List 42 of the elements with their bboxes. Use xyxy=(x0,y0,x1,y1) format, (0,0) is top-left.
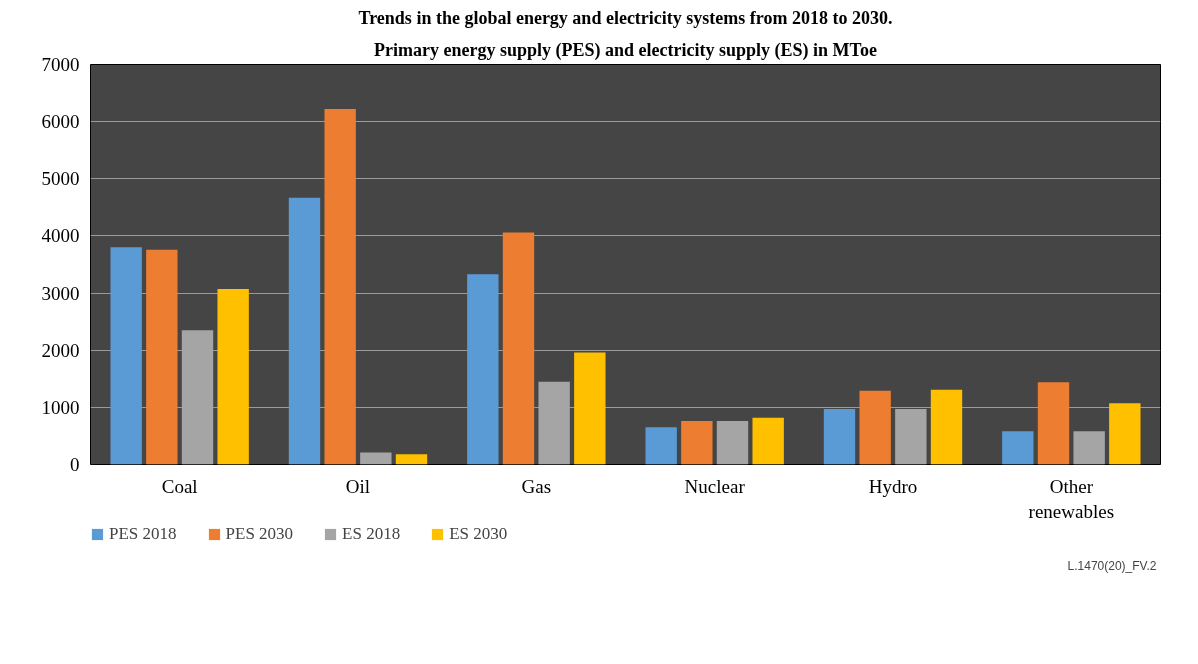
bar xyxy=(288,197,321,465)
bar xyxy=(930,389,963,465)
bar xyxy=(1037,382,1070,465)
bar xyxy=(467,274,499,465)
bar xyxy=(324,109,356,465)
bar xyxy=(146,249,178,465)
bar xyxy=(1109,403,1141,465)
x-tick-label: Gas xyxy=(521,475,552,497)
bar xyxy=(681,421,713,465)
bar xyxy=(395,454,428,465)
bar xyxy=(823,409,856,465)
y-tick-label: 6000 xyxy=(41,111,80,133)
chart-title: Trends in the global energy and electricity systems from 2018 to 2030. xyxy=(358,7,893,28)
x-tick-label: Hydro xyxy=(868,475,918,497)
x-tick-label: Nuclear xyxy=(684,475,746,497)
bar xyxy=(1073,431,1105,465)
legend-label: PES 2018 xyxy=(109,524,177,544)
y-tick-label: 1000 xyxy=(41,396,80,418)
y-tick-label: 2000 xyxy=(41,339,80,361)
bar xyxy=(716,421,749,465)
y-tick-label: 0 xyxy=(70,454,80,475)
bar xyxy=(217,289,249,465)
legend-label: ES 2018 xyxy=(342,524,401,544)
text: L.1470(20)_FV.2 xyxy=(1067,558,1157,573)
legend-label: PES 2030 xyxy=(225,524,294,544)
x-tick-label: Other renewables xyxy=(1028,475,1115,522)
legend-label: ES 2030 xyxy=(449,524,508,544)
x-tick-label: Coal xyxy=(161,475,198,497)
y-tick-label: 3000 xyxy=(41,282,80,304)
bar xyxy=(502,232,535,465)
y-tick-label: 4000 xyxy=(41,225,80,247)
bar xyxy=(752,417,784,465)
bar xyxy=(360,452,392,465)
y-tick-label: 5000 xyxy=(41,168,80,190)
x-tick-label: Oil xyxy=(345,475,371,497)
bar xyxy=(110,247,142,465)
y-tick-label: 7000 xyxy=(41,54,80,75)
bar xyxy=(859,390,891,465)
bar xyxy=(574,352,606,465)
bar xyxy=(1002,431,1034,465)
bar xyxy=(645,427,677,465)
chart-subtitle: Primary energy supply (PES) and electricity supply (ES) in MToe xyxy=(374,39,877,61)
